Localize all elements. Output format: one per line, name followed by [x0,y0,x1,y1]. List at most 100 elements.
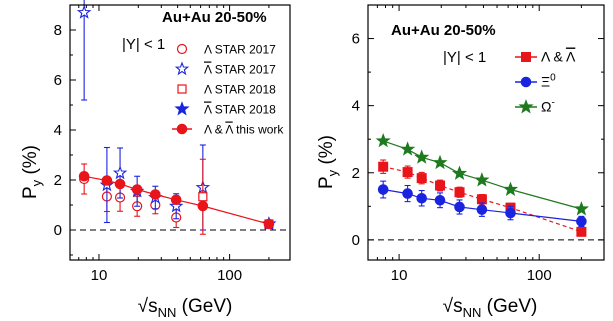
p2-legend-item-2: Ω- [515,98,555,115]
p1-legend-label-3-rest: STAR 2018 [211,103,276,117]
p2-series-0-point-0 [378,161,389,172]
p2-series-0-point-2 [416,173,427,184]
p1-series-4-point-7 [263,218,275,230]
p1-legend-marker-4 [176,123,188,135]
p1-ytick-label-8: 8 [54,22,62,39]
p2-legend-label-1-sup: 0 [550,73,556,84]
right-plot-frame [367,4,605,261]
p2-series-1 [377,180,587,227]
p2-series-2-point-5 [474,172,490,187]
p2-series-0-point-1 [402,167,413,178]
p2-series-1-point-0 [377,184,389,195]
p1-legend-label-4-second: Λ [225,123,233,137]
p2-series-0-point-7 [576,226,587,237]
p1-legend-label-4: Λ & Λ this work [204,123,284,137]
right-y-axis-label: Py (%) [316,135,340,189]
svg-text:Py (%): Py (%) [20,145,44,199]
p1-legend-item-0: Λ STAR 2017 [176,43,276,57]
p1-ytick-label-2: 2 [54,172,62,189]
p1-series-4-point-5 [170,194,182,206]
p2-series-0-point-3 [435,180,446,191]
p1-legend-label-4-rest: this work [233,123,285,137]
p1-series-1 [76,0,211,231]
p2-series-2 [375,132,589,216]
p2-ytick-label-2: 2 [352,165,360,182]
left-x-axis-label: √sNN (GeV) [138,296,233,320]
p2-series-2-point-0 [375,132,391,148]
left-rapidity-label: |Y| < 1 [122,36,165,53]
left-x-label-sub: NN [158,305,177,320]
right-y-label-unit: (%) [316,135,337,170]
p1-xtick-label-100: 100 [217,267,242,284]
p1-series-4-point-4 [150,189,161,200]
p2-legend-label-1: Ξ0 [541,73,556,90]
left-x-label-main: √s [138,296,158,317]
p1-ytick-label-6: 6 [54,72,62,89]
p2-ytick-label-0: 0 [352,232,360,249]
p2-series-1-point-1 [402,188,413,199]
p2-series-1-point-2 [416,192,427,204]
p2-legend-label-0-first: Λ & [541,49,566,65]
p2-legend-marker-1 [520,76,532,88]
p2-series-0-point-4 [454,187,465,198]
right-chart-panel: 0 2 4 6 10 100 Au+Au 20-50% |Y| < 1 Λ & Λ Ξ0 Ω-… [316,4,605,320]
p2-series-1-point-7 [576,216,587,227]
right-y-label-sub: y [325,169,340,176]
p2-ytick-label-4: 4 [352,98,360,115]
p2-series-2-point-4 [451,165,468,180]
p1-series-1-point-0 [76,4,92,19]
p1-series-4-point-6 [197,200,209,212]
p1-legend-marker-3 [174,101,190,116]
p1-series-4-point-2 [114,178,126,190]
right-x-axis-label: √sNN (GeV) [443,296,538,320]
right-y-label-main: P [316,176,337,189]
p1-legend-item-3: Λ STAR 2018 [174,101,276,117]
right-x-label-main: √s [443,296,463,317]
p1-legend-label-4-first: Λ & [204,123,225,137]
p2-series-1-point-5 [476,204,488,215]
p1-legend-label-1-rest: STAR 2017 [211,63,276,77]
right-x-label-unit: (GeV) [481,296,537,317]
p2-legend-label-0-second: Λ [566,49,576,65]
p1-series-0 [79,163,182,229]
p2-legend-item-0: Λ & Λ [515,49,576,65]
p1-legend-label-3: Λ STAR 2018 [204,103,276,117]
p2-legend-label-2-sup: - [551,98,554,109]
p1-ytick-label-4: 4 [54,122,62,139]
p1-legend-item-4: Λ & Λ this work [172,123,284,137]
p1-series-1-point-5 [169,198,184,213]
p2-legend-label-2: Ω- [541,98,555,115]
p1-series-2-point-0 [198,192,208,202]
right-rapidity-label: |Y| < 1 [443,49,486,66]
left-chart-panel: 0 2 4 6 8 10 100 Au+Au 20-50% |Y| < 1 Λ STAR 2… [20,0,291,320]
p1-legend-label-3-overbar: Λ [204,103,212,117]
p2-xtick-label-100: 100 [527,267,552,284]
p1-legend-marker-1 [174,61,190,76]
p1-series-4-point-3 [131,184,143,195]
p1-series-1-point-2 [112,165,128,180]
p2-legend-marker-2 [518,99,534,114]
p1-series-4-point-1 [101,175,113,186]
p2-series-2-point-3 [432,154,448,170]
left-chart-title: Au+Au 20-50% [162,9,267,26]
right-plot-contents [368,132,604,241]
p1-legend-item-2: Λ STAR 2018 [177,83,276,97]
p1-series-4 [78,170,275,230]
left-plot-contents [70,0,290,235]
p1-legend-marker-2 [177,84,187,94]
p2-series-1-point-3 [434,194,446,206]
p1-series-2 [198,158,274,235]
p2-legend-label-0: Λ & Λ [541,49,576,65]
p2-ytick-label-6: 6 [352,31,360,48]
right-chart-title: Au+Au 20-50% [391,22,496,39]
p2-series-1-point-6 [505,207,516,219]
p1-series-4-point-0 [78,170,90,182]
left-plot-frame [69,4,291,261]
p1-ytick-label-0: 0 [54,222,62,239]
p2-series-2-point-6 [502,181,519,196]
left-y-label-main: P [20,186,41,199]
p2-series-2-point-1 [400,141,416,156]
right-axes: 0 2 4 6 10 100 [352,4,604,284]
p1-xtick-label-10: 10 [91,267,108,284]
p1-legend-marker-0 [176,43,188,55]
